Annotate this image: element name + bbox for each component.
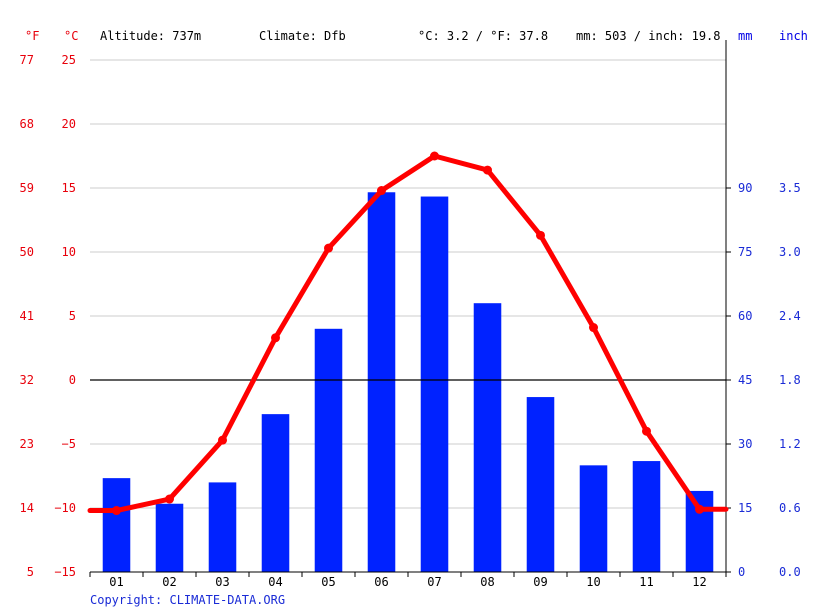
y-tick-fahrenheit: 77 bbox=[20, 53, 34, 67]
y-tick-fahrenheit: 68 bbox=[20, 117, 34, 131]
y-tick-celsius: −15 bbox=[54, 565, 76, 579]
precipitation-bar bbox=[367, 192, 396, 572]
temperature-point bbox=[165, 494, 174, 504]
temperature-line bbox=[87, 151, 729, 516]
climate-label: Climate: Dfb bbox=[259, 29, 346, 43]
y-tick-inch: 1.2 bbox=[779, 437, 801, 451]
y-tick-mm: 75 bbox=[738, 245, 752, 259]
temperature-point bbox=[218, 435, 227, 445]
precipitation-bar bbox=[314, 328, 343, 572]
precipitation-bar bbox=[102, 478, 131, 572]
precipitation-bar bbox=[155, 503, 184, 572]
x-tick-month: 01 bbox=[109, 575, 123, 589]
unit-celsius-label: °C bbox=[64, 29, 78, 43]
x-tick-month: 09 bbox=[533, 575, 547, 589]
temperature-point bbox=[377, 186, 386, 196]
y-tick-celsius: −10 bbox=[54, 501, 76, 515]
y-tick-fahrenheit: 23 bbox=[20, 437, 34, 451]
y-tick-celsius: 10 bbox=[62, 245, 76, 259]
x-tick-month: 05 bbox=[321, 575, 335, 589]
x-tick-month: 04 bbox=[268, 575, 282, 589]
y-tick-fahrenheit: 59 bbox=[20, 181, 34, 195]
y-tick-fahrenheit: 32 bbox=[20, 373, 34, 387]
y-tick-inch: 0.0 bbox=[779, 565, 801, 579]
temperature-point bbox=[695, 504, 704, 514]
temperature-point bbox=[324, 243, 333, 253]
precipitation-bar bbox=[526, 397, 555, 572]
y-tick-celsius: 5 bbox=[69, 309, 76, 323]
y-tick-inch: 2.4 bbox=[779, 309, 801, 323]
y-tick-celsius: 0 bbox=[69, 373, 76, 387]
x-tick-month: 03 bbox=[215, 575, 229, 589]
x-tick-month: 02 bbox=[162, 575, 176, 589]
y-tick-fahrenheit: 5 bbox=[27, 565, 34, 579]
unit-mm-label: mm bbox=[738, 29, 752, 43]
x-tick-month: 10 bbox=[586, 575, 600, 589]
x-tick-month: 06 bbox=[374, 575, 388, 589]
y-tick-celsius: 25 bbox=[62, 53, 76, 67]
y-tick-celsius: −5 bbox=[62, 437, 76, 451]
precipitation-bar bbox=[420, 196, 449, 573]
y-tick-celsius: 15 bbox=[62, 181, 76, 195]
temperature-point bbox=[642, 426, 651, 436]
y-tick-inch: 1.8 bbox=[779, 373, 801, 387]
x-tick-month: 11 bbox=[639, 575, 653, 589]
y-tick-fahrenheit: 14 bbox=[20, 501, 34, 515]
precip-total-label: mm: 503 / inch: 19.8 bbox=[576, 29, 721, 43]
y-tick-mm: 15 bbox=[738, 501, 752, 515]
unit-inch-label: inch bbox=[779, 29, 808, 43]
grid-lines bbox=[90, 59, 726, 509]
precipitation-bar bbox=[685, 490, 714, 572]
unit-fahrenheit-label: °F bbox=[25, 29, 39, 43]
precipitation-bar bbox=[632, 461, 661, 572]
y-tick-mm: 30 bbox=[738, 437, 752, 451]
y-tick-mm: 45 bbox=[738, 373, 752, 387]
y-tick-mm: 60 bbox=[738, 309, 752, 323]
temperature-point bbox=[430, 151, 439, 161]
y-tick-mm: 90 bbox=[738, 181, 752, 195]
y-tick-inch: 3.5 bbox=[779, 181, 801, 195]
temperature-point bbox=[483, 165, 492, 175]
x-tick-month: 08 bbox=[480, 575, 494, 589]
y-tick-fahrenheit: 50 bbox=[20, 245, 34, 259]
temp-average-label: °C: 3.2 / °F: 37.8 bbox=[418, 29, 548, 43]
y-tick-inch: 0.6 bbox=[779, 501, 801, 515]
y-tick-celsius: 20 bbox=[62, 117, 76, 131]
precipitation-bar bbox=[579, 465, 608, 572]
temperature-point bbox=[112, 506, 121, 516]
temperature-point bbox=[589, 323, 598, 333]
precipitation-bars bbox=[102, 192, 714, 573]
y-tick-mm: 0 bbox=[738, 565, 745, 579]
temperature-point bbox=[536, 230, 545, 240]
altitude-label: Altitude: 737m bbox=[100, 29, 201, 43]
temperature-point bbox=[271, 333, 280, 343]
x-tick-month: 07 bbox=[427, 575, 441, 589]
x-tick-month: 12 bbox=[692, 575, 706, 589]
precipitation-bar bbox=[261, 414, 290, 572]
precipitation-bar bbox=[473, 303, 502, 572]
temperature-series-line bbox=[87, 153, 729, 514]
y-tick-fahrenheit: 41 bbox=[20, 309, 34, 323]
copyright-text: Copyright: CLIMATE-DATA.ORG bbox=[90, 593, 285, 607]
precipitation-bar bbox=[208, 482, 237, 572]
y-tick-inch: 3.0 bbox=[779, 245, 801, 259]
